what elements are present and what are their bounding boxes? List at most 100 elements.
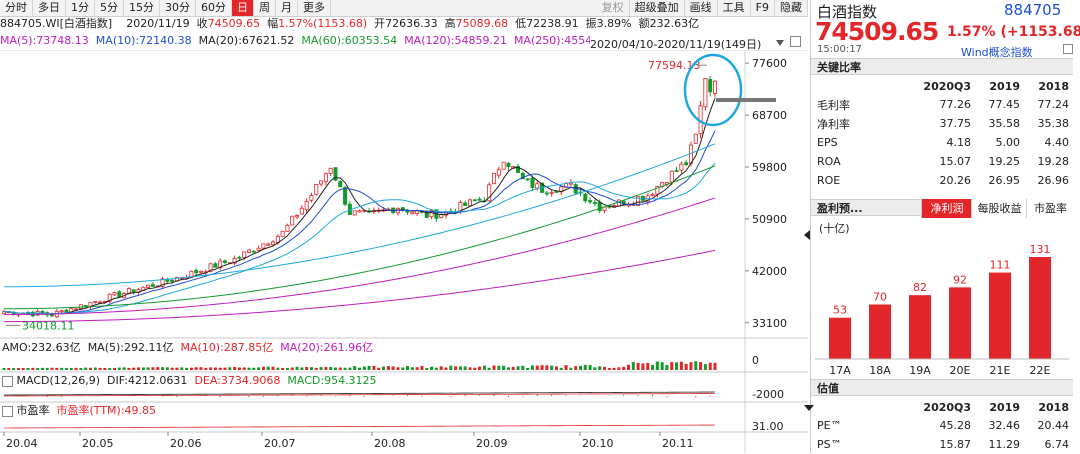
- volume-bar: [64, 367, 68, 370]
- change-value: 1.57%(1153.68): [278, 17, 368, 30]
- period-tab-8[interactable]: 周: [254, 0, 276, 16]
- volume-bar: [324, 367, 328, 370]
- forecast-value-label: 92: [953, 273, 967, 286]
- pe-dropdown-icon[interactable]: [2, 405, 13, 417]
- candle-body: [463, 202, 468, 207]
- candle-body: [271, 241, 276, 246]
- volume-bar: [367, 365, 371, 370]
- macd-dropdown-icon[interactable]: [2, 375, 13, 387]
- period-tab-3[interactable]: 5分: [95, 0, 124, 16]
- candle-body: [597, 201, 602, 212]
- volume-bar: [641, 363, 645, 370]
- candle-body: [650, 194, 655, 196]
- table-cell: 77.24: [1037, 98, 1070, 111]
- candle-body: [222, 260, 227, 263]
- period-tab-6[interactable]: 60分: [196, 0, 232, 16]
- period-tab-1[interactable]: 多日: [33, 0, 66, 16]
- period-tab-2[interactable]: 1分: [66, 0, 95, 16]
- valuation-section-header: 估值: [811, 379, 1073, 396]
- highlight-circle: [683, 53, 743, 127]
- volume-bar: [684, 364, 688, 370]
- tool-button-0[interactable]: 复权: [597, 0, 630, 16]
- period-tab-4[interactable]: 15分: [124, 0, 160, 16]
- tool-button-3[interactable]: 工具: [718, 0, 751, 16]
- volume-bar: [463, 366, 467, 370]
- volume-bar: [26, 367, 30, 370]
- quote-date: 2020/11/19: [126, 17, 190, 30]
- forecast-category-label: 19A: [909, 364, 931, 377]
- volume-bar: [535, 365, 539, 370]
- tool-button-4[interactable]: F9: [751, 0, 775, 16]
- price-change: 1.57% (+1153.68): [947, 24, 1080, 40]
- low-label: 低: [515, 17, 527, 30]
- candle-body: [323, 173, 328, 182]
- period-tab-10[interactable]: 更多: [298, 0, 331, 16]
- volume-bar: [31, 367, 35, 370]
- amp-value: 3.89%: [596, 17, 632, 30]
- volume-bar: [473, 367, 477, 370]
- volume-bar: [651, 364, 655, 370]
- volume-bar: [300, 367, 304, 370]
- vol-ma20-label: MA(20):261.96亿: [280, 341, 374, 354]
- table-row: PS™ 15.87 11.29 6.74: [817, 435, 1069, 454]
- volume-bar: [185, 367, 189, 370]
- close-label: 收: [196, 17, 208, 30]
- period-tab-9[interactable]: 月: [276, 0, 298, 16]
- period-tab-5[interactable]: 30分: [160, 0, 196, 16]
- volume-bar: [492, 365, 496, 370]
- volume-bar: [612, 367, 616, 370]
- table-cell: 15.07: [939, 155, 972, 168]
- column-header: 2019: [989, 79, 1021, 93]
- volume-bar: [161, 367, 165, 370]
- volume-bar: [670, 362, 674, 370]
- volume-bar: [377, 367, 381, 370]
- period-tab-7[interactable]: 日: [232, 0, 254, 16]
- candle-body: [170, 279, 175, 282]
- date-axis-label: 20.07: [264, 437, 296, 450]
- candle-body: [314, 183, 319, 195]
- volume-bar: [21, 367, 25, 370]
- candle-body: [588, 200, 593, 203]
- kline-chart[interactable]: 77600 68700 59800 50900 42000 33100 77594.13 34…: [0, 50, 808, 453]
- forecast-category-label: 18A: [869, 364, 891, 377]
- row-label: 毛利率: [817, 98, 850, 112]
- column-header: 2018: [1038, 400, 1069, 414]
- date-axis-label: 20.04: [6, 437, 38, 450]
- forecast-value-label: 53: [833, 304, 847, 317]
- tool-button-1[interactable]: 超级叠加: [630, 0, 685, 16]
- volume-bar: [122, 367, 126, 370]
- range-dropdown-icon[interactable]: [776, 40, 784, 46]
- candle-body: [477, 198, 482, 201]
- settings-icon[interactable]: [790, 36, 801, 47]
- tool-button-5[interactable]: 隐藏: [775, 0, 808, 16]
- forecast-tab-2[interactable]: 市盈率: [1026, 199, 1074, 218]
- volume-bar: [449, 365, 453, 370]
- candle-body: [693, 133, 698, 144]
- macd-value-label: MACD:954.3125: [287, 374, 377, 387]
- tool-button-2[interactable]: 画线: [685, 0, 718, 16]
- concept-link[interactable]: Wind概念指数: [961, 46, 1033, 59]
- period-tab-0[interactable]: 分时: [0, 0, 33, 16]
- volume-bar: [444, 367, 448, 370]
- table-cell: 11.29: [988, 438, 1021, 451]
- pe-label[interactable]: 市盈率: [16, 404, 50, 417]
- collapse-arrow-icon[interactable]: [804, 230, 810, 240]
- scroll-down-icon[interactable]: [804, 405, 814, 411]
- volume-bar: [386, 366, 390, 370]
- candle-body: [295, 215, 300, 218]
- volume-bar: [36, 367, 40, 370]
- candle-body: [530, 177, 535, 188]
- candle-body: [400, 207, 405, 210]
- quote-time: 15:00:17: [817, 44, 862, 55]
- settings-icon[interactable]: [1063, 44, 1073, 54]
- date-axis-label: 20.06: [170, 437, 202, 450]
- volume-bar: [194, 367, 198, 370]
- quote-info-line: 884705.WI[白酒指数] 2020/11/19 收74509.65 幅1.…: [0, 16, 808, 32]
- volume-bar: [550, 365, 554, 370]
- low-price-annotation: 34018.11: [22, 319, 75, 332]
- table-header-row: 2020Q3 2019 2018: [817, 398, 1069, 416]
- volume-bar: [554, 366, 558, 370]
- macd-label[interactable]: MACD(12,26,9): [16, 374, 101, 387]
- forecast-tab-1[interactable]: 每股收益: [971, 199, 1027, 218]
- forecast-tab-0[interactable]: 净利润: [921, 199, 972, 218]
